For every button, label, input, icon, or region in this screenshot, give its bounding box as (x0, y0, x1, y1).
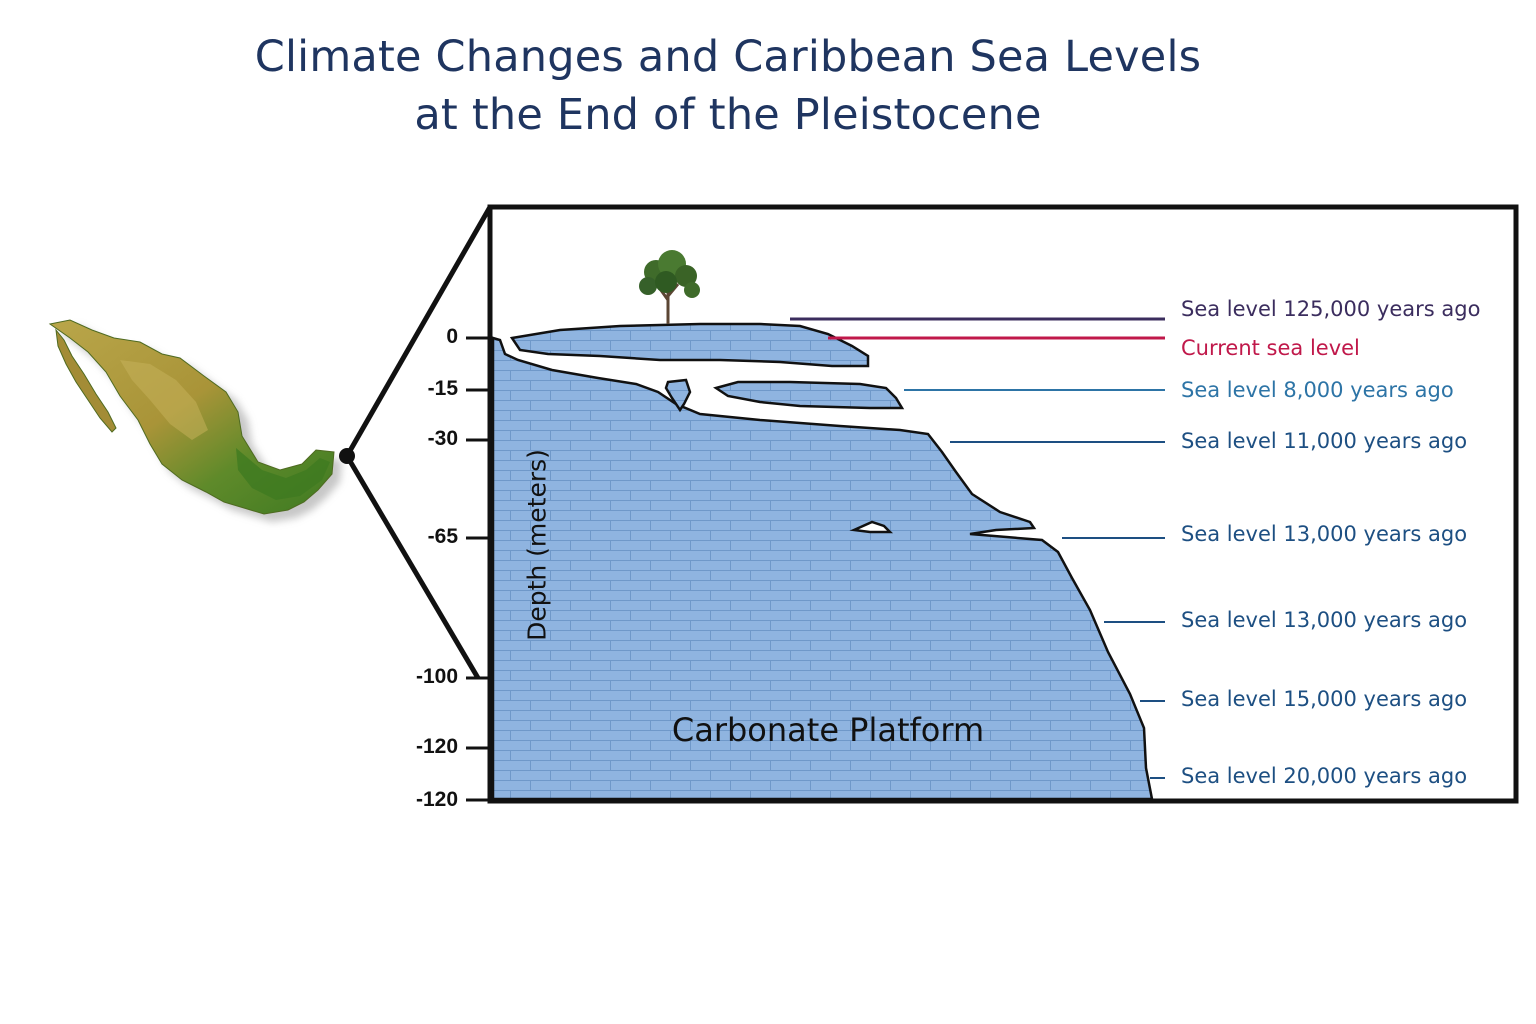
tree-icon (639, 250, 700, 324)
title-line-2: at the End of the Pleistocene (414, 90, 1042, 140)
mid-shelf (713, 380, 905, 410)
mexico-map-icon (48, 319, 342, 522)
depth-tick-label: -100 (415, 665, 458, 688)
sea-level-lines (790, 317, 1165, 779)
rock-ledge (664, 378, 692, 413)
depth-tick-label: -15 (427, 377, 458, 400)
depth-tick-label: 0 (446, 325, 458, 348)
depth-tick-label: -120 (415, 788, 458, 811)
depth-axis-title: Depth (meters) (522, 449, 552, 641)
sea-level-label: Current sea level (1181, 336, 1360, 360)
depth-tick-label: -120 (415, 735, 458, 758)
sea-level-label: Sea level 13,000 years ago (1181, 522, 1468, 546)
sea-level-label: Sea level 13,000 years ago (1181, 608, 1468, 632)
depth-tick-label: -65 (427, 525, 458, 548)
zoom-connector (339, 205, 493, 680)
depth-tick-label: -30 (427, 427, 458, 450)
upper-shelf (509, 322, 870, 368)
title-line-1: Climate Changes and Caribbean Sea Levels (254, 32, 1202, 82)
depth-axis (466, 336, 493, 802)
sea-level-label: Sea level 20,000 years ago (1181, 764, 1468, 788)
carbonate-platform (491, 336, 1154, 801)
small-island (849, 520, 894, 534)
sea-level-label: Sea level 125,000 years ago (1181, 297, 1481, 321)
sea-level-label: Sea level 8,000 years ago (1181, 378, 1454, 402)
sea-level-label: Sea level 11,000 years ago (1181, 429, 1468, 453)
carbonate-platform-label: Carbonate Platform (671, 711, 985, 749)
sea-level-label: Sea level 15,000 years ago (1181, 687, 1468, 711)
